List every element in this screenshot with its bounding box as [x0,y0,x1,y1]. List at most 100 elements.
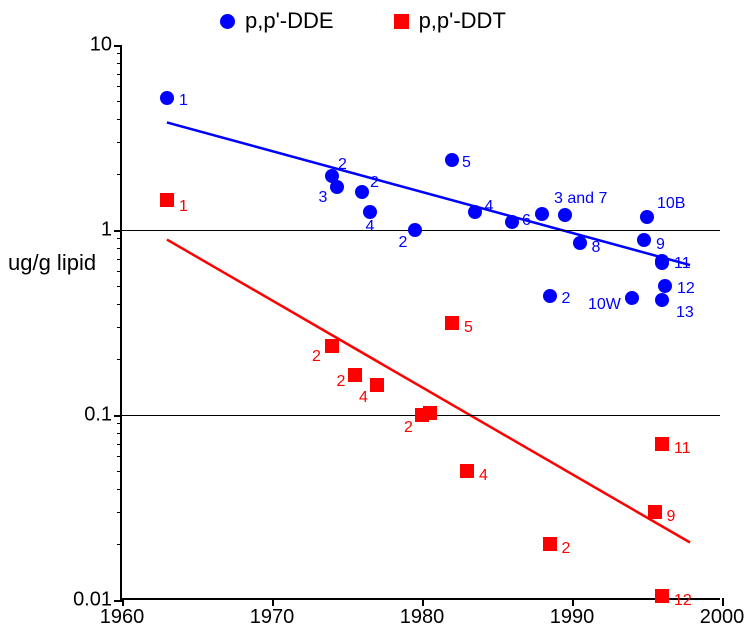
x-tick-label: 1970 [250,598,295,629]
legend-item-ddt: p,p'-DDT [394,8,506,34]
y-tick-mark-minor [117,86,122,87]
point-label: 11 [674,255,691,273]
point-label: 3 [319,189,328,207]
point-label: 2 [312,348,321,366]
point-label: 4 [479,467,488,485]
point-label: 2 [562,540,571,558]
dde-point [637,233,651,247]
dde-point [535,207,549,221]
dde-point [658,279,672,293]
y-tick-mark-minor [117,63,122,64]
y-tick-label: 0.1 [84,404,122,427]
point-label: 2 [338,156,347,174]
dde-point [445,153,459,167]
dde-point [573,236,587,250]
point-label: 2 [370,174,379,192]
ddt-point [543,537,557,551]
legend-label-dde: p,p'-DDE [245,8,334,34]
ddt-point [325,339,339,353]
ddt-point [655,437,669,451]
dde-point [655,293,669,307]
x-tick-label: 1960 [100,598,145,629]
legend-label-ddt: p,p'-DDT [419,8,506,34]
point-label: 3 and 7 [554,190,607,208]
dde-point [505,215,519,229]
point-label: 2 [562,290,571,308]
point-label: 2 [404,419,413,437]
circle-icon [220,14,235,29]
y-axis-label: ug/g lipid [8,250,96,276]
y-tick-mark-minor [117,433,122,434]
point-label: 10B [657,195,685,213]
square-icon [394,14,409,29]
dde-point [543,289,557,303]
point-label: 4 [366,218,375,236]
y-tick-mark-minor [117,142,122,143]
x-tick-label: 1990 [550,598,595,629]
y-tick-mark-minor [117,304,122,305]
y-tick-mark-minor [117,471,122,472]
dde-point [625,291,639,305]
y-tick-mark-minor [117,259,122,260]
point-label: 2 [399,234,408,252]
point-label: 5 [462,154,471,172]
point-label: 6 [522,212,531,230]
chart-container: p,p'-DDE p,p'-DDT ug/g lipid 0.010.11101… [0,0,752,638]
ddt-point [423,406,437,420]
point-label: 4 [485,198,494,216]
point-label: 5 [464,319,473,337]
dde-point [655,256,669,270]
legend-item-dde: p,p'-DDE [220,8,334,34]
point-label: 2 [337,373,346,391]
ddt-point [348,368,362,382]
y-tick-mark-minor [117,456,122,457]
y-tick-mark-minor [117,512,122,513]
ddt-point [460,464,474,478]
y-tick-label: 1 [101,219,122,242]
ddt-point [655,589,669,603]
dde-point [558,208,572,222]
ddt-point [445,316,459,330]
point-label: 9 [656,236,665,254]
legend: p,p'-DDE p,p'-DDT [220,8,506,34]
dde-point [363,205,377,219]
trendline [167,122,690,265]
y-tick-label: 10 [90,34,122,57]
dde-point [330,180,344,194]
point-label: 1 [179,198,188,216]
ddt-point [160,193,174,207]
y-tick-mark-minor [117,327,122,328]
y-tick-mark-minor [117,271,122,272]
plot-area: 0.010.1110196019701980199020001232425463… [120,45,720,600]
y-tick-mark-minor [117,359,122,360]
y-tick-mark-minor [117,444,122,445]
dde-point [355,185,369,199]
y-tick-mark-minor [117,489,122,490]
point-label: 9 [667,508,676,526]
dde-point [640,210,654,224]
trendline [167,240,690,543]
point-label: 4 [359,389,368,407]
ddt-point [648,505,662,519]
y-tick-mark-minor [117,286,122,287]
point-label: 8 [592,239,601,257]
y-tick-mark-minor [117,101,122,102]
dde-point [160,91,174,105]
point-label: 1 [179,92,188,110]
x-tick-label: 2000 [700,598,745,629]
dde-point [408,223,422,237]
ddt-point [370,378,384,392]
y-tick-mark-minor [117,248,122,249]
point-label: 12 [674,592,692,610]
point-label: 12 [677,280,695,298]
y-tick-mark-minor [117,174,122,175]
point-label: 10W [588,296,621,314]
dde-point [468,205,482,219]
y-tick-mark-minor [117,544,122,545]
x-tick-label: 1980 [400,598,445,629]
y-tick-mark-minor [117,119,122,120]
point-label: 11 [674,440,691,458]
trendlines-layer [122,45,720,598]
point-label: 13 [676,304,694,322]
y-tick-mark-minor [117,74,122,75]
